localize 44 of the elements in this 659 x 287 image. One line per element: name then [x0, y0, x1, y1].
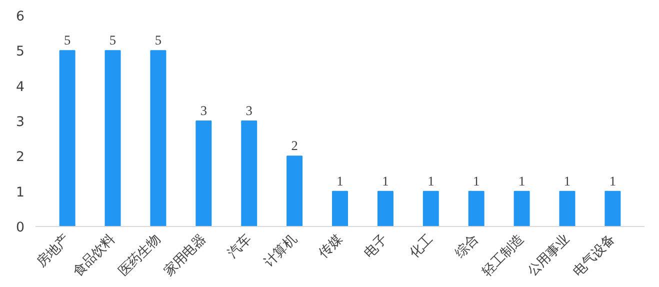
bar: [332, 190, 348, 226]
bar: [104, 50, 121, 226]
x-tick-label: 公用事业: [525, 232, 573, 280]
bar: [150, 50, 166, 226]
bar: [241, 120, 258, 226]
y-tick-label: 3: [16, 115, 25, 130]
x-tick-label: 综合: [452, 232, 482, 262]
data-label: 1: [609, 173, 616, 188]
data-label: 1: [564, 173, 571, 188]
y-tick-label: 0: [16, 220, 25, 236]
x-tick-label: 化工: [407, 232, 436, 262]
data-label: 1: [428, 173, 434, 188]
x-tick-label: 房地产: [34, 231, 73, 270]
x-tick-label: 传媒: [316, 232, 346, 262]
data-label: 1: [518, 173, 526, 188]
data-label: 1: [336, 173, 344, 188]
x-tick-label: 电子: [362, 232, 391, 262]
x-tick-label: 电气设备: [570, 232, 618, 280]
bar: [286, 156, 303, 226]
x-tick-label: 轻工制造: [480, 232, 528, 280]
data-label: 1: [473, 173, 480, 188]
bar: [604, 190, 621, 226]
data-label: 5: [64, 32, 71, 48]
bar: [468, 190, 484, 226]
bar: [196, 120, 212, 226]
bar: [59, 50, 76, 226]
data-label: 5: [154, 32, 162, 48]
y-tick-label: 2: [16, 150, 25, 166]
data-label: 2: [291, 138, 298, 154]
data-label: 1: [382, 173, 389, 188]
x-tick-label: 汽车: [225, 232, 254, 262]
data-label: 3: [246, 103, 253, 118]
y-tick-label: 4: [16, 80, 25, 95]
x-tick-label: 计算机: [262, 232, 300, 270]
bar: [514, 190, 530, 226]
y-tick-label: 5: [16, 44, 25, 60]
y-tick-label: 6: [16, 10, 25, 24]
data-label: 5: [109, 32, 116, 48]
bar: [559, 190, 576, 226]
x-tick-label: 食品饮料: [70, 232, 118, 280]
bar: [377, 190, 394, 226]
y-tick-label: 1: [16, 185, 25, 200]
bar: [422, 190, 439, 226]
data-label: 3: [200, 103, 208, 118]
